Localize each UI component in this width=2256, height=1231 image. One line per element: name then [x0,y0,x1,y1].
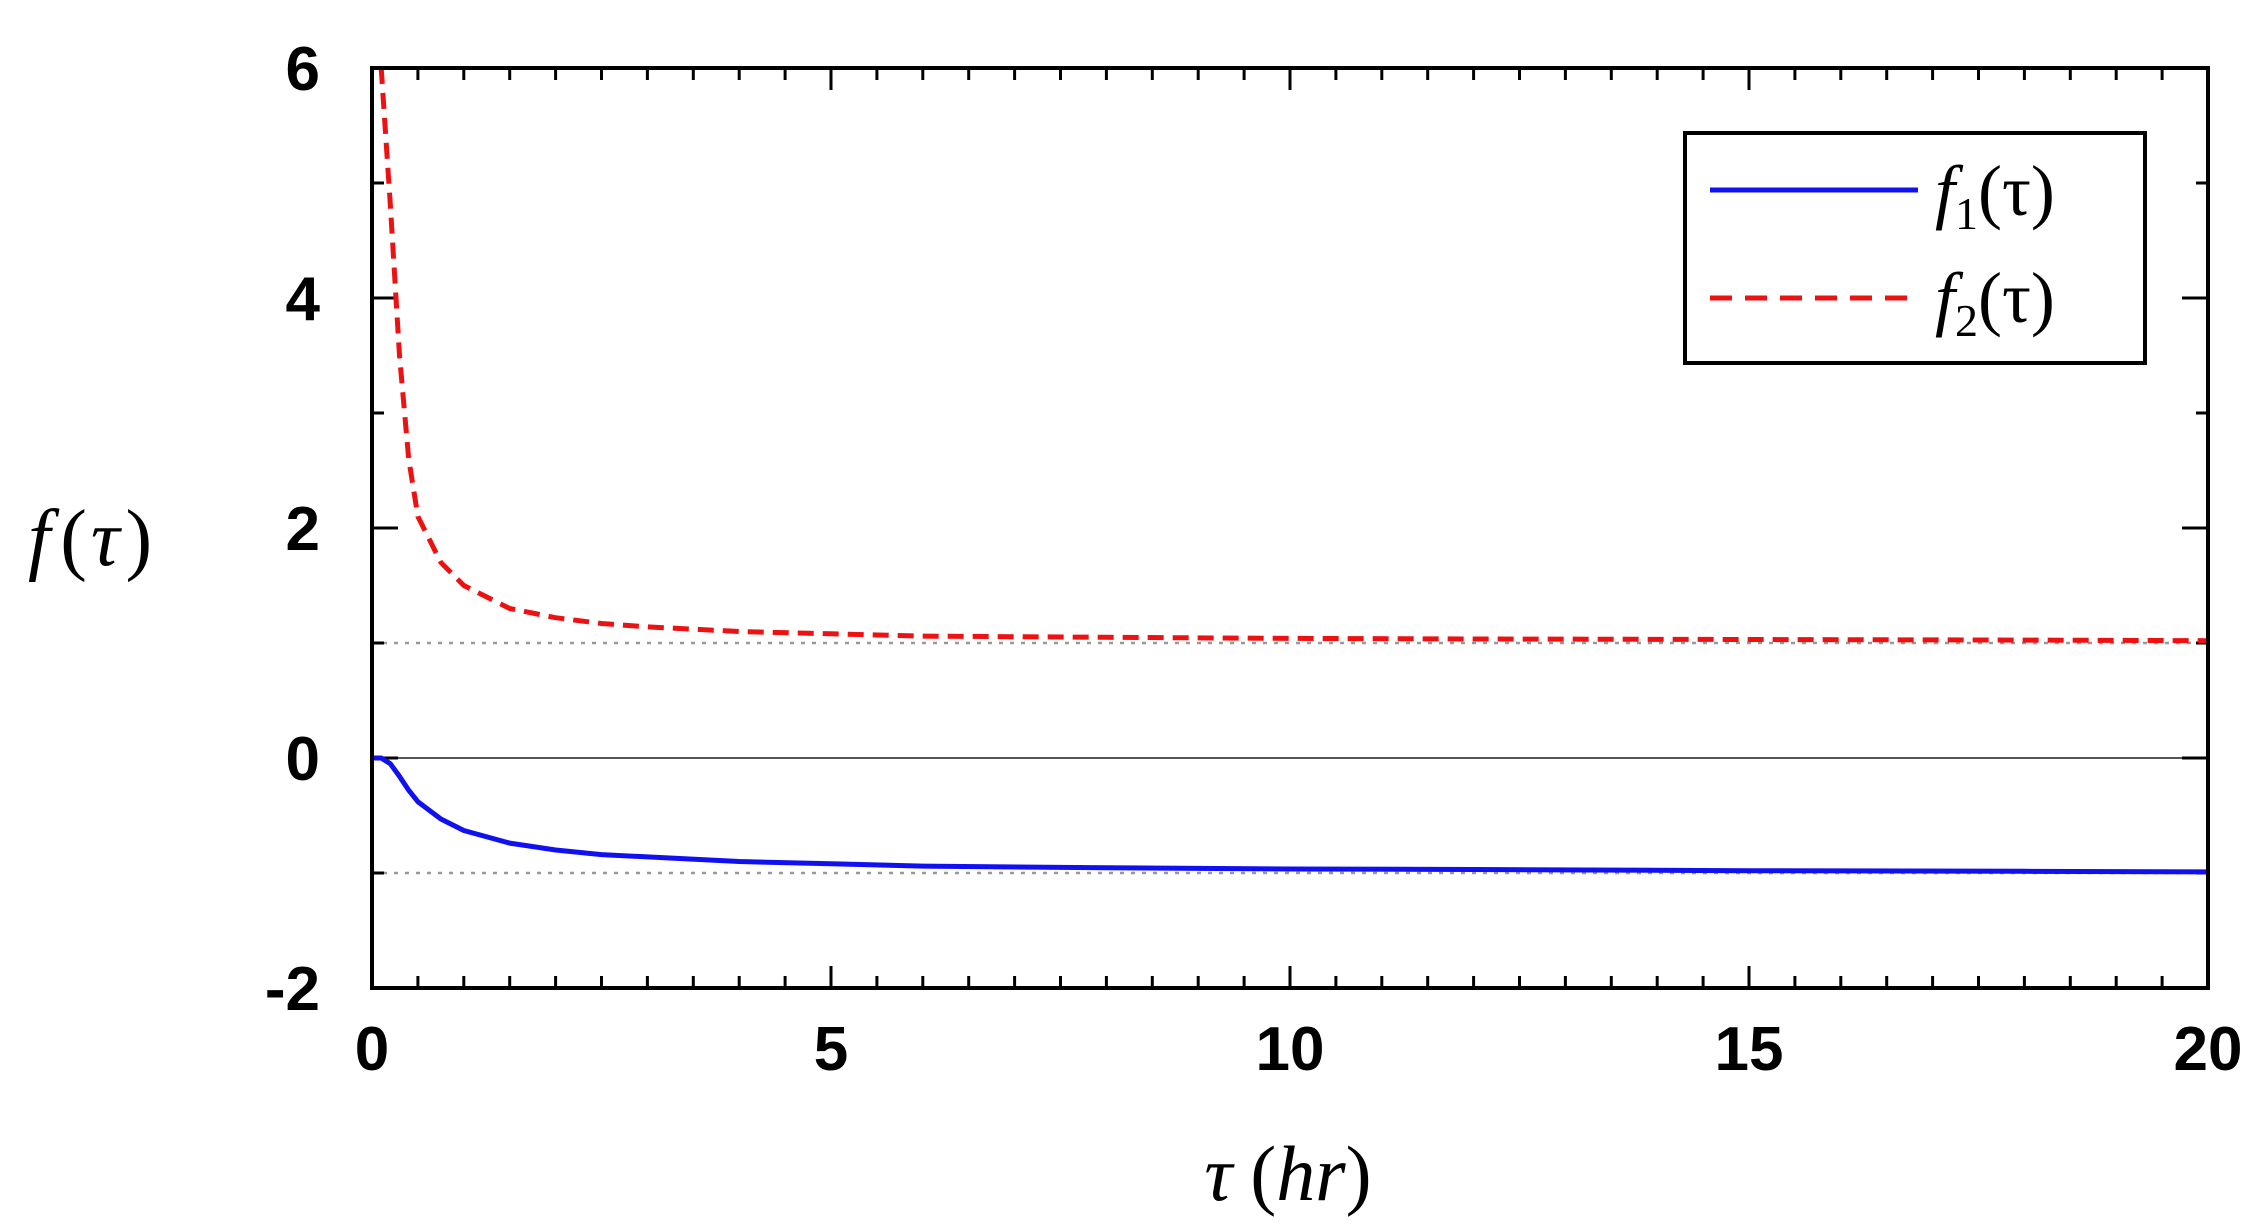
x-tick-label: 15 [1715,1015,1784,1084]
y-axis-label-close: ) [126,495,153,583]
legend-label-f2-arg: (τ) [1978,258,2055,338]
x-axis-label-var: τ [1204,1130,1235,1217]
series-f2-line [378,67,2209,644]
y-tick-label: 2 [286,495,320,564]
legend-label-f1-sub: 1 [1955,188,1978,239]
legend-box [1683,131,2147,365]
x-tick-label: 20 [2174,1015,2243,1084]
y-axis-label-open: ( [60,495,87,583]
x-axis-label-unit: hr [1276,1130,1346,1217]
reference-lines [372,641,2208,875]
y-tick-label: -2 [265,955,320,1024]
y-axis-label-fn: f [28,495,60,583]
legend-label-f1: f1(τ) [1935,151,2055,239]
legend-label-f2-sub: 2 [1955,295,1978,346]
legend-label-f2: f2(τ) [1935,258,2055,346]
x-axis-label: τ (hr) [1204,1130,1371,1217]
y-tick-label: 4 [286,265,321,334]
y-tick-label: 0 [286,725,320,794]
legend-label-f1-arg: (τ) [1978,151,2055,231]
tick-labels: 0 5 10 15 20 -2 0 2 4 6 [265,35,2243,1084]
y-axis-label-var: τ [91,495,123,583]
series-f1-line [372,755,2209,875]
data-series [372,67,2209,875]
legend: f1(τ) f2(τ) [1683,131,2147,365]
x-tick-label: 10 [1256,1015,1325,1084]
y-axis-label: f (τ) [28,495,152,583]
x-tick-label: 0 [355,1015,389,1084]
x-axis-label-close: ) [1346,1130,1372,1217]
x-axis-label-open: ( [1250,1130,1276,1217]
plot-frame [370,66,2210,990]
y-tick-label: 6 [286,35,320,104]
x-tick-label: 5 [814,1015,848,1084]
